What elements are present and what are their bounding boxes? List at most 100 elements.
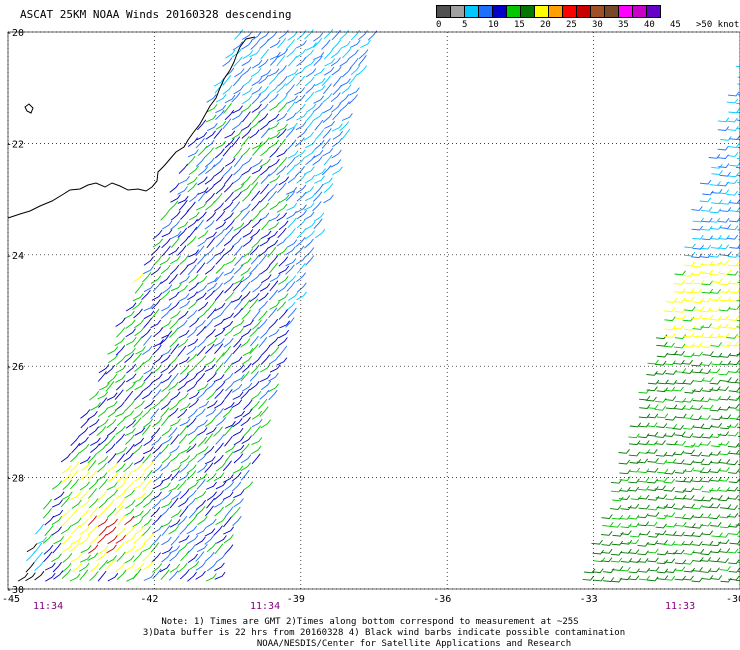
- wind-barb: [143, 533, 154, 544]
- wind-barb: [699, 397, 711, 403]
- wind-barb: [152, 381, 162, 392]
- wind-barb: [304, 29, 314, 40]
- wind-barb: [240, 103, 252, 113]
- wind-barb: [340, 40, 351, 50]
- wind-barb: [287, 95, 298, 104]
- wind-barb: [187, 515, 198, 526]
- wind-barb: [736, 354, 740, 356]
- wind-barb: [160, 569, 170, 580]
- wind-barb: [196, 543, 208, 553]
- wind-barb: [179, 506, 189, 518]
- wind-barb: [619, 476, 631, 481]
- wind-barb: [701, 433, 714, 439]
- wind-barb: [133, 319, 145, 329]
- wind-barb: [592, 549, 604, 555]
- wind-barb: [710, 423, 722, 428]
- wind-barb: [196, 285, 207, 294]
- wind-barb: [691, 477, 703, 483]
- wind-barb: [222, 408, 233, 418]
- wind-barb: [69, 507, 79, 519]
- wind-barb: [285, 246, 296, 256]
- wind-barb: [214, 362, 224, 373]
- wind-barb: [666, 549, 678, 555]
- wind-barb: [717, 532, 730, 538]
- wind-barb: [142, 544, 153, 553]
- wind-barb: [259, 237, 271, 247]
- wind-barb: [663, 432, 676, 437]
- wind-barb: [268, 183, 278, 194]
- wind-barb: [647, 486, 659, 491]
- wind-barb: [665, 370, 677, 375]
- wind-barb: [690, 451, 703, 457]
- wind-barb: [331, 39, 341, 50]
- wind-barb: [178, 393, 189, 402]
- wind-barb: [330, 159, 342, 168]
- wind-barb: [241, 166, 252, 176]
- wind-barb: [312, 102, 323, 113]
- wind-barb: [286, 47, 297, 58]
- wind-barb: [709, 289, 721, 294]
- wind-barb: [267, 239, 279, 249]
- wind-barb: [90, 443, 100, 453]
- legend-tick-labels: 0 5 10 15 20 25 30 35 40 45 >50 knots: [436, 18, 740, 30]
- wind-barb: [313, 52, 325, 60]
- wind-barb: [222, 85, 233, 95]
- wind-barb: [225, 256, 236, 266]
- wind-barb: [259, 93, 270, 104]
- wind-barb: [260, 173, 270, 185]
- wind-barb: [150, 245, 161, 256]
- wind-barb: [61, 464, 72, 474]
- wind-barb: [647, 576, 659, 582]
- wind-barb: [665, 424, 678, 429]
- wind-barb: [178, 329, 190, 339]
- wind-barb: [314, 229, 326, 239]
- wind-barb: [736, 210, 740, 213]
- wind-barb: [125, 443, 135, 455]
- wind-barb: [628, 451, 641, 457]
- wind-barb: [206, 254, 216, 265]
- wind-barb: [204, 462, 214, 473]
- wind-barb: [258, 318, 268, 330]
- wind-barb: [269, 280, 279, 292]
- wind-barb: [350, 29, 361, 41]
- wind-barb: [294, 87, 306, 96]
- wind-barb: [177, 338, 189, 348]
- wind-barb: [33, 551, 43, 563]
- wind-barb: [304, 92, 315, 103]
- wind-barb: [609, 522, 621, 528]
- wind-barb: [683, 567, 696, 573]
- wind-barb: [88, 498, 99, 509]
- wind-barb: [180, 209, 190, 220]
- wind-barb: [215, 516, 226, 525]
- wind-barb: [233, 165, 243, 176]
- wind-barb: [180, 550, 190, 562]
- wind-barb: [143, 461, 154, 472]
- wind-barb: [349, 87, 360, 96]
- wind-barb: [269, 273, 281, 282]
- wind-barb: [675, 469, 687, 474]
- wind-barb: [98, 418, 109, 428]
- wind-barb: [105, 499, 115, 510]
- wind-barb: [701, 487, 714, 493]
- wind-barb: [277, 123, 288, 132]
- wind-barb: [305, 155, 316, 166]
- wind-barb: [735, 166, 740, 169]
- wind-barb: [123, 555, 135, 564]
- wind-barb: [134, 427, 146, 436]
- wind-barb: [699, 557, 712, 562]
- wind-barb: [215, 148, 225, 159]
- wind-barb: [151, 451, 161, 463]
- wind-barb: [224, 130, 236, 139]
- wind-barb: [286, 101, 296, 113]
- wind-barb: [223, 337, 234, 348]
- wind-barb: [195, 219, 204, 231]
- wind-barb: [99, 382, 110, 391]
- wind-barb: [331, 29, 341, 41]
- wind-barb: [323, 83, 332, 95]
- wind-barb: [728, 143, 740, 148]
- wind-barb: [206, 390, 217, 401]
- wind-barb: [673, 531, 685, 537]
- wind-barb: [332, 137, 343, 148]
- lon-tick-label: -45: [2, 594, 20, 605]
- wind-barb: [204, 417, 216, 427]
